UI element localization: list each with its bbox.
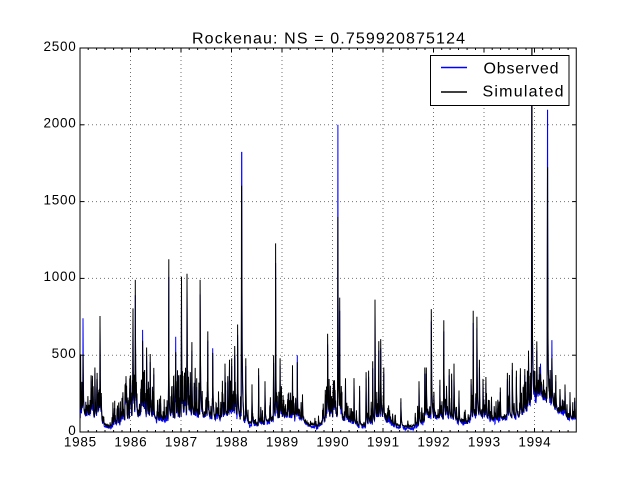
- svg-text:1994: 1994: [518, 435, 551, 450]
- svg-text:1500: 1500: [44, 192, 76, 207]
- svg-text:1987: 1987: [165, 435, 197, 450]
- svg-text:500: 500: [52, 346, 76, 361]
- svg-text:1988: 1988: [215, 435, 247, 450]
- svg-text:1992: 1992: [417, 435, 449, 450]
- svg-text:Simulated: Simulated: [483, 84, 564, 101]
- svg-text:2000: 2000: [44, 116, 76, 131]
- svg-text:1000: 1000: [44, 269, 76, 284]
- svg-text:1991: 1991: [367, 435, 399, 450]
- svg-text:2500: 2500: [44, 39, 76, 54]
- svg-text:1989: 1989: [266, 435, 298, 450]
- svg-text:1990: 1990: [316, 435, 348, 450]
- svg-text:0: 0: [68, 423, 76, 438]
- svg-text:1993: 1993: [468, 435, 500, 450]
- svg-text:Rockenau: NS = 0.759920875124: Rockenau: NS = 0.759920875124: [192, 31, 465, 48]
- svg-text:1985: 1985: [64, 435, 96, 450]
- svg-text:1986: 1986: [114, 435, 146, 450]
- svg-text:Observed: Observed: [484, 61, 559, 78]
